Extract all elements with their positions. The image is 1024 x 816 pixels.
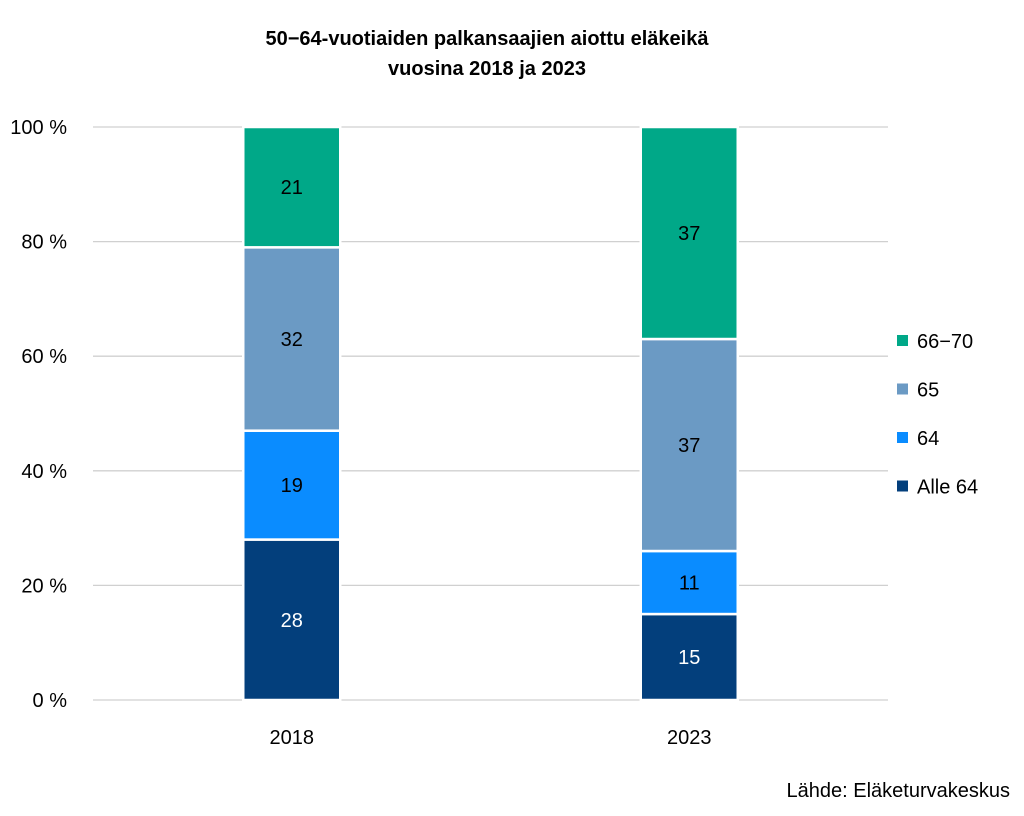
legend-label: 65 <box>917 380 939 402</box>
chart-title-line-2: vuosina 2018 ja 2023 <box>388 58 586 80</box>
legend-item: 65 <box>897 380 939 402</box>
bar-segment <box>639 337 739 553</box>
data-label: 21 <box>281 177 303 199</box>
y-tick-label: 100 % <box>10 117 67 139</box>
data-label: 37 <box>678 435 700 457</box>
data-label: 32 <box>281 329 303 351</box>
x-tick-label: 2023 <box>667 727 712 749</box>
legend-label: 64 <box>917 428 939 450</box>
legend-swatch <box>897 480 908 492</box>
legend-swatch <box>897 335 908 346</box>
bar-segment <box>639 612 739 702</box>
bar-segment <box>242 538 342 702</box>
bar-segment <box>242 125 342 249</box>
data-label: 28 <box>281 610 303 632</box>
y-tick-label: 80 % <box>21 232 67 254</box>
data-label: 19 <box>281 475 303 497</box>
data-label: 15 <box>678 647 700 669</box>
legend-swatch <box>897 383 908 395</box>
legend-swatch <box>897 432 908 443</box>
data-label: 11 <box>679 573 700 595</box>
chart-title-line-1: 50−64-vuotiaiden palkansaajien aiottu el… <box>266 28 710 50</box>
y-tick-label: 20 % <box>21 575 67 597</box>
y-tick-label: 60 % <box>21 346 67 368</box>
legend-item: 64 <box>897 428 939 450</box>
source-note: Lähde: Eläketurvakeskus <box>787 780 1010 802</box>
bar-segment <box>242 246 342 432</box>
y-tick-label: 0 % <box>33 690 68 712</box>
x-tick-label: 2018 <box>270 727 315 749</box>
y-tick-label: 40 % <box>21 461 67 483</box>
legend-item: 66−70 <box>897 331 973 353</box>
legend-label: Alle 64 <box>917 477 978 499</box>
data-label: 37 <box>678 223 700 245</box>
bar-segment <box>242 429 342 541</box>
bar-segment <box>639 549 739 616</box>
legend-item: Alle 64 <box>897 477 978 499</box>
bar-segment <box>639 125 739 341</box>
legend-label: 66−70 <box>917 331 973 353</box>
